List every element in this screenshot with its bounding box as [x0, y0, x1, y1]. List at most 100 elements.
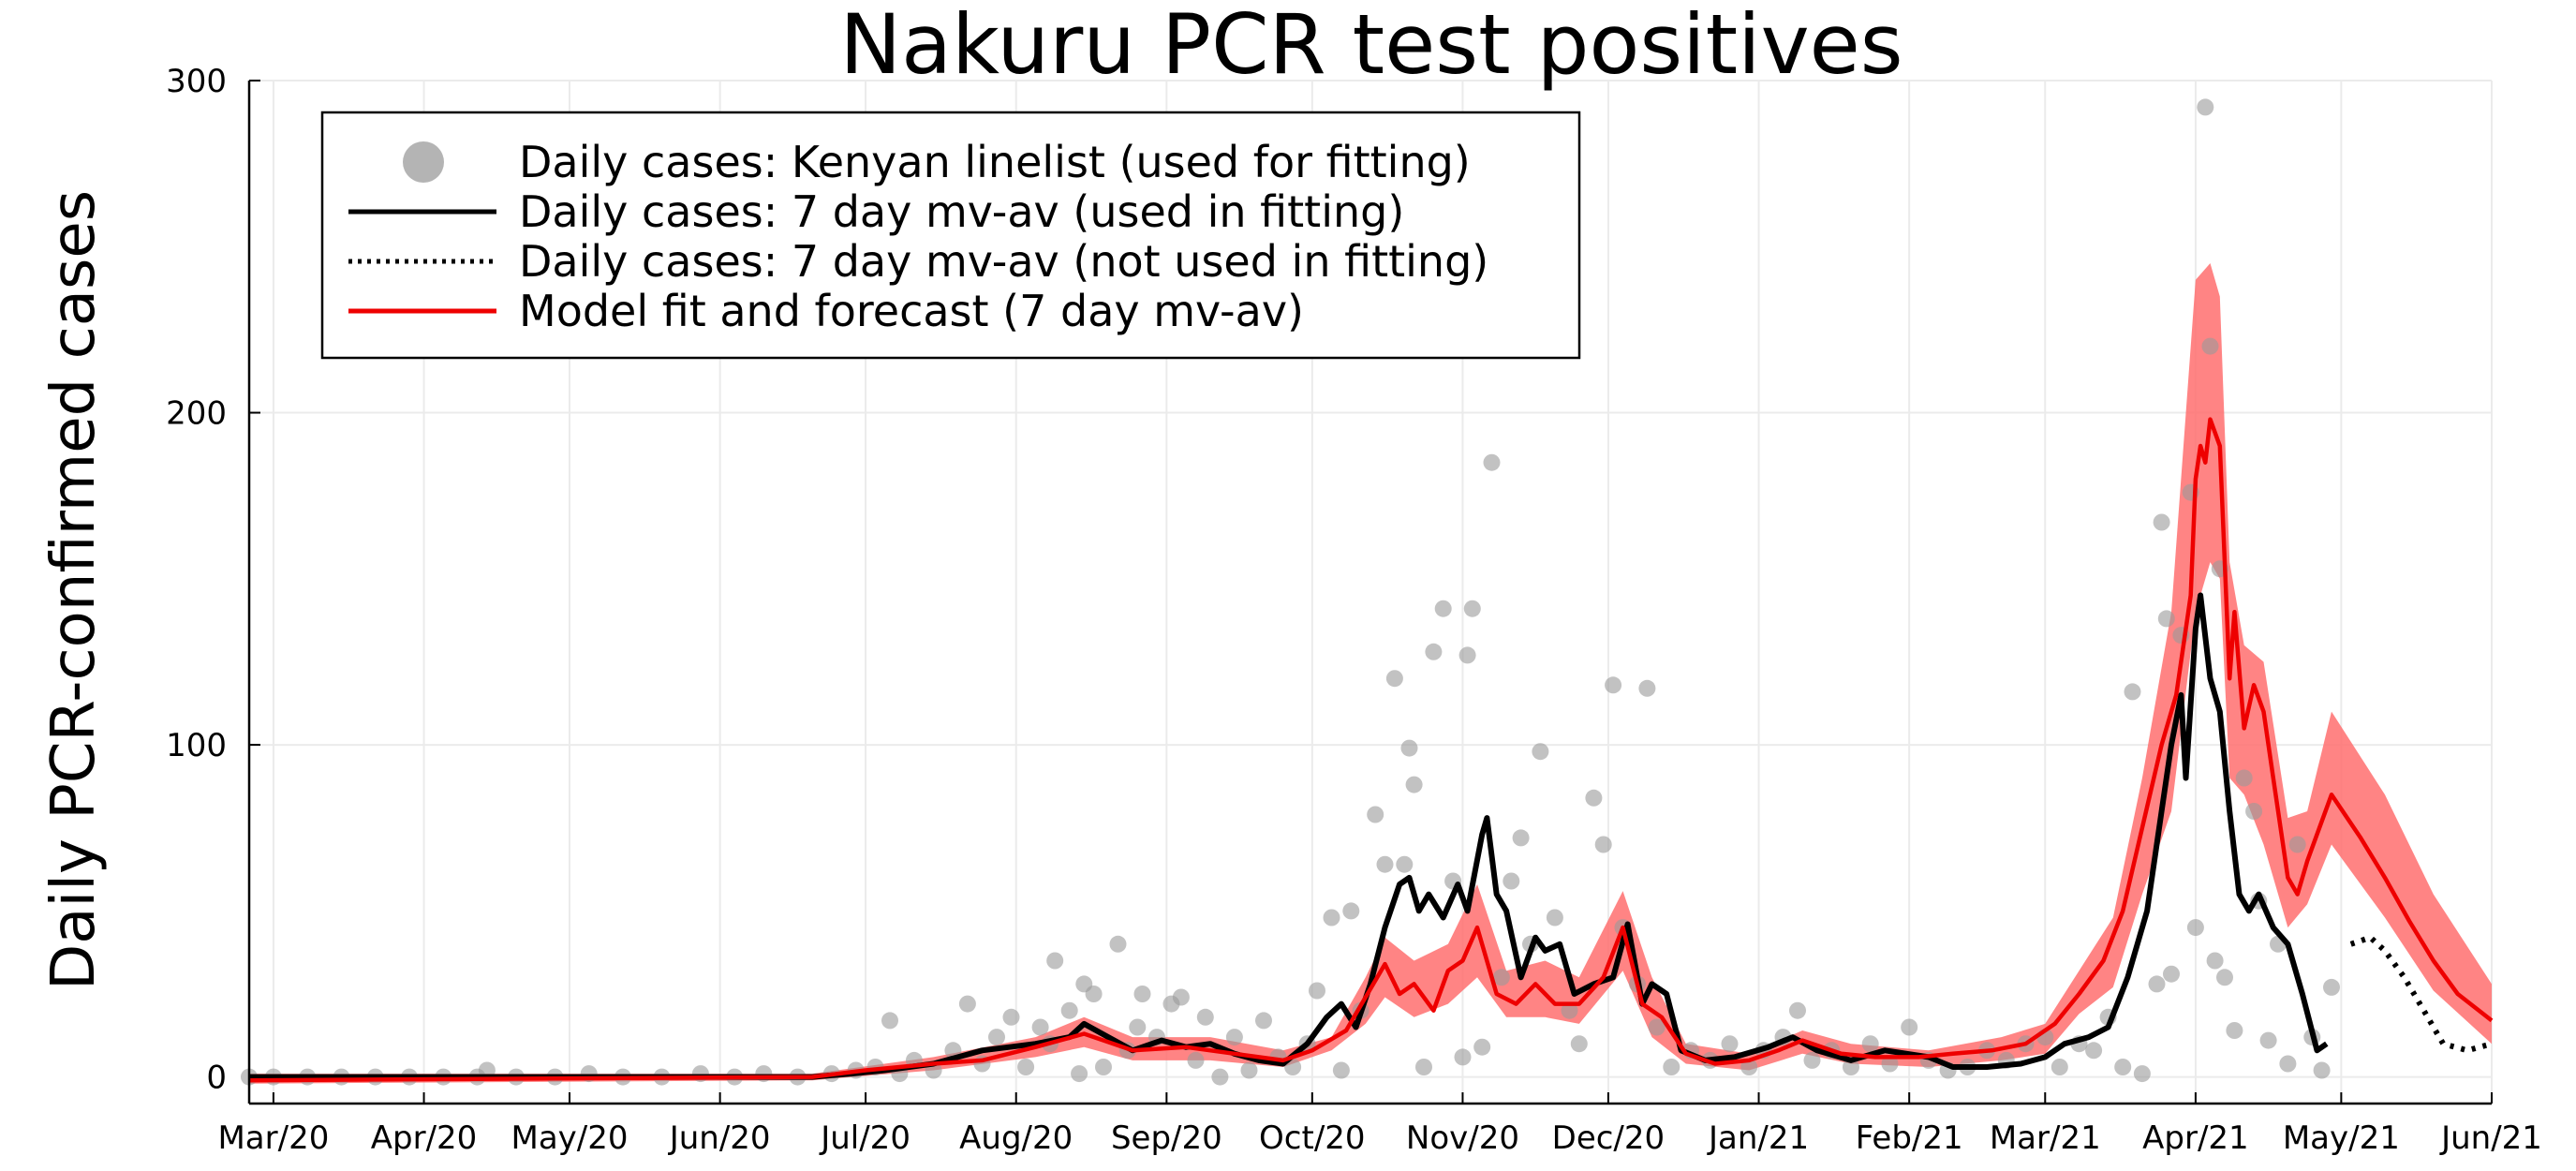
data-point: [1721, 1035, 1739, 1053]
data-point: [1585, 789, 1603, 807]
data-point: [1095, 1059, 1112, 1075]
data-point: [1323, 909, 1340, 926]
data-point: [2157, 610, 2175, 628]
data-point: [1071, 1065, 1088, 1083]
data-point: [2313, 1061, 2331, 1079]
data-point: [2050, 1059, 2068, 1075]
data-point: [1561, 1001, 1578, 1019]
data-point: [2085, 1042, 2103, 1060]
data-point: [2124, 683, 2141, 701]
data-point: [2201, 337, 2219, 355]
data-point: [1196, 1008, 1214, 1026]
series-lines: [248, 417, 2494, 1083]
data-point: [1605, 676, 1622, 694]
data-point: [1648, 1018, 1666, 1036]
data-point: [1473, 1038, 1491, 1056]
data-point: [1332, 1061, 1350, 1079]
data-point: [2206, 952, 2224, 970]
legend-label: Daily cases: 7 day mv-av (not used in fi…: [519, 236, 1488, 287]
data-point: [1405, 776, 1423, 793]
data-point: [1031, 1018, 1049, 1036]
data-point: [1109, 935, 1127, 953]
data-point: [1463, 600, 1481, 617]
x-tick-label: Oct/20: [1259, 1119, 1366, 1157]
series-line-model-fit: [248, 417, 2494, 1083]
data-point: [2226, 1022, 2243, 1039]
data-point: [1492, 969, 1510, 986]
data-point: [1133, 986, 1151, 1002]
data-point: [2163, 965, 2180, 983]
data-point: [1881, 1055, 1899, 1073]
data-point: [1458, 646, 1476, 664]
x-tick-label: Feb/21: [1856, 1119, 1963, 1157]
legend-box: [320, 111, 1581, 360]
data-point: [988, 1029, 1005, 1046]
data-point: [2197, 98, 2214, 116]
legend-label: Daily cases: 7 day mv-av (used in fittin…: [519, 186, 1404, 237]
data-point: [1483, 453, 1501, 471]
chart-title: Nakuru PCR test positives: [839, 0, 1902, 93]
data-point: [1532, 743, 1549, 761]
data-point: [2148, 975, 2166, 993]
data-point: [1255, 1012, 1272, 1030]
data-point: [2245, 803, 2263, 820]
data-point: [2216, 969, 2233, 986]
data-point: [1225, 1029, 1243, 1046]
data-point: [1396, 855, 1414, 873]
data-point: [1385, 670, 1403, 688]
x-tick-label: Aug/20: [959, 1119, 1073, 1157]
data-point: [1901, 1018, 1918, 1036]
data-point: [1129, 1018, 1147, 1036]
legend: Daily cases: Kenyan linelist (used for f…: [320, 111, 1581, 360]
data-point: [1843, 1059, 1859, 1075]
data-point: [1376, 855, 1394, 873]
data-point: [1240, 1061, 1258, 1079]
data-point: [1085, 986, 1103, 1002]
data-point: [1425, 643, 1443, 660]
y-tick-label: 100: [166, 727, 227, 764]
x-tick-label: Mar/21: [1990, 1119, 2101, 1157]
data-point: [2323, 978, 2340, 996]
data-point: [1187, 1051, 1205, 1069]
x-tick-label: Jun/20: [668, 1119, 771, 1157]
x-tick-label: May/21: [2283, 1119, 2400, 1157]
x-tick-label: Sep/20: [1111, 1119, 1222, 1157]
data-point: [1570, 1035, 1588, 1053]
data-point: [1211, 1068, 1229, 1086]
x-tick-label: Nov/20: [1406, 1119, 1519, 1157]
data-point: [2153, 513, 2170, 531]
data-point: [1002, 1008, 1020, 1026]
x-tick-label: Jul/20: [819, 1119, 910, 1157]
data-point: [1503, 872, 1520, 890]
data-point: [1367, 806, 1384, 823]
data-point: [1454, 1048, 1472, 1066]
y-tick-label: 300: [166, 63, 227, 100]
data-point: [1060, 1001, 1078, 1019]
data-point: [1017, 1059, 1035, 1075]
data-point: [1861, 1035, 1879, 1053]
x-tick-label: Jun/21: [2439, 1119, 2542, 1157]
data-point: [1400, 739, 1418, 757]
data-point: [2279, 1055, 2297, 1073]
y-tick-label: 200: [166, 395, 227, 433]
data-point: [1803, 1051, 1821, 1069]
data-point: [2114, 1059, 2132, 1075]
data-point: [1512, 829, 1530, 847]
data-point: [2235, 769, 2253, 787]
tick-labels: 0 100 200 300 Mar/20 Apr/20 May/20 Jun/20 Jul/20…: [166, 63, 2542, 1157]
data-point: [1415, 1059, 1432, 1075]
data-point: [958, 995, 976, 1013]
legend-marker: [403, 141, 444, 183]
data-point: [881, 1012, 898, 1030]
data-point: [2186, 919, 2204, 937]
series-line-not-used-in-fitting: [2349, 934, 2493, 1054]
data-point: [1342, 902, 1360, 920]
y-axis-label: Daily PCR-confirmed cases: [39, 190, 109, 990]
data-point: [1789, 1001, 1806, 1019]
data-point: [1594, 836, 1612, 853]
x-tick-label: Jan/21: [1707, 1119, 1809, 1157]
data-point: [1638, 679, 1656, 697]
data-point: [2133, 1065, 2151, 1083]
x-tick-label: May/20: [511, 1119, 628, 1157]
data-point: [2288, 836, 2306, 853]
